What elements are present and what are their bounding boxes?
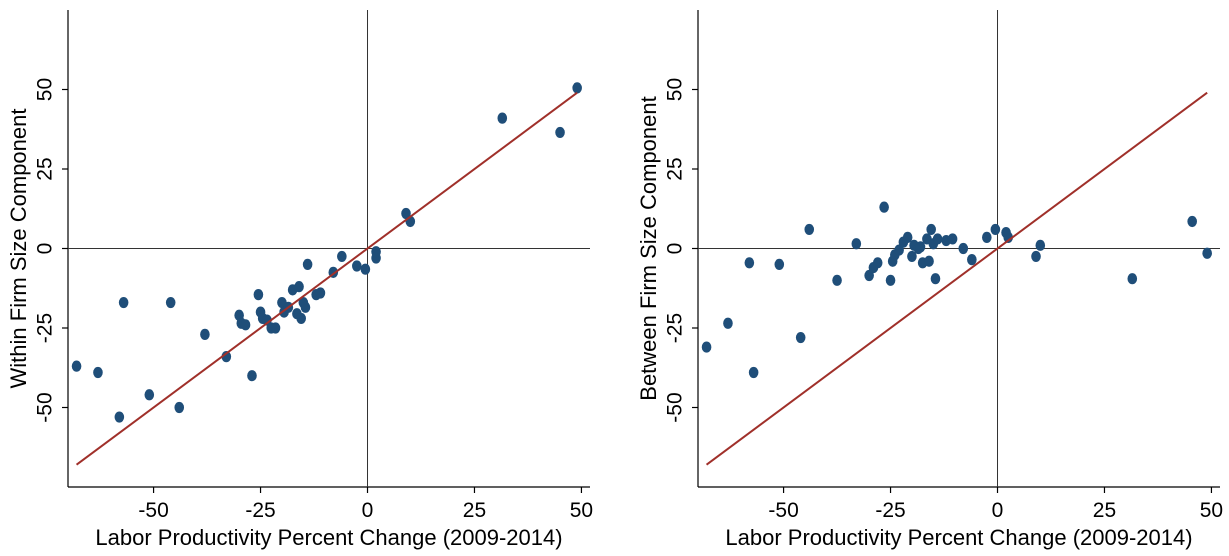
data-point — [118, 296, 129, 309]
data-point — [296, 312, 306, 325]
data-point — [701, 341, 712, 353]
y-tick-label: -50 — [664, 392, 687, 422]
data-point — [930, 273, 941, 285]
data-point — [144, 389, 155, 401]
data-point — [315, 287, 326, 299]
data-point — [572, 82, 582, 94]
data-point — [744, 257, 755, 269]
x-tick-label: 50 — [1200, 499, 1223, 522]
data-point — [723, 317, 733, 329]
data-point — [114, 411, 125, 423]
x-tick-label: 25 — [1093, 499, 1116, 522]
data-point — [832, 274, 842, 286]
x-axis-title: Labor Productivity Percent Change (2009-… — [95, 525, 562, 550]
data-point — [253, 289, 264, 301]
data-point — [907, 250, 917, 263]
data-point — [1187, 215, 1197, 228]
data-point — [1031, 250, 1041, 263]
x-tick-label: 50 — [570, 499, 593, 522]
x-tick-label: -50 — [138, 499, 168, 522]
x-axis-title: Labor Productivity Percent Change (2009-… — [725, 525, 1192, 550]
data-point — [804, 223, 815, 236]
data-point — [1003, 231, 1014, 243]
data-point — [174, 401, 185, 414]
fit-line — [705, 91, 1208, 466]
y-axis-title: Within Firm Size Component — [6, 109, 31, 389]
data-point — [270, 322, 281, 334]
data-point — [93, 366, 103, 379]
data-point — [774, 258, 785, 270]
y-tick-label: 25 — [34, 157, 57, 180]
data-point — [947, 233, 958, 245]
data-point — [300, 301, 311, 313]
panel-within-firm-size: -50 -25 0 25 50 -50 -25 0 25 50 Labor Productivity… — [6, 10, 593, 550]
data-point — [879, 201, 889, 213]
data-point — [1035, 239, 1046, 251]
data-point — [200, 328, 210, 340]
data-point — [915, 241, 926, 253]
x-tick-label: -25 — [245, 499, 275, 522]
y-tick-label: 0 — [664, 243, 687, 255]
data-point — [360, 263, 371, 275]
y-tick-label: -50 — [34, 392, 57, 422]
data-point — [990, 223, 1001, 236]
data-point — [795, 331, 806, 344]
data-point — [555, 126, 565, 139]
panel-between-firm-size: -50 -25 0 25 50 -50 -25 0 25 50 Labor Productivity… — [636, 10, 1223, 550]
data-point — [982, 231, 992, 243]
data-point — [165, 296, 176, 309]
data-point — [1202, 247, 1212, 259]
data-point — [958, 242, 969, 255]
data-point — [851, 238, 862, 250]
data-point — [337, 250, 347, 263]
data-point — [902, 231, 913, 243]
y-tick-label: 50 — [664, 78, 687, 101]
data-point — [872, 257, 883, 269]
data-point — [71, 360, 82, 372]
x-tick-label: 0 — [992, 499, 1004, 522]
data-point — [497, 112, 508, 124]
y-tick-label: 50 — [34, 78, 57, 101]
data-point — [294, 281, 304, 293]
data-point — [924, 255, 934, 267]
data-point — [371, 246, 381, 258]
data-point — [926, 223, 936, 236]
data-point — [221, 351, 232, 363]
y-axis-title: Between Firm Size Component — [636, 96, 661, 400]
data-point — [240, 319, 251, 331]
x-tick-label: 25 — [463, 499, 486, 522]
data-point — [748, 366, 759, 379]
y-tick-label: -25 — [664, 313, 687, 343]
y-tick-label: -25 — [34, 313, 57, 343]
data-point — [967, 254, 977, 266]
data-point — [932, 233, 943, 245]
y-tick-label: 25 — [664, 157, 687, 180]
data-point — [302, 258, 313, 270]
x-tick-label: -50 — [768, 499, 798, 522]
data-point — [247, 370, 257, 382]
data-point — [1127, 273, 1138, 285]
y-tick-label: 0 — [34, 243, 57, 255]
x-tick-label: 0 — [362, 499, 374, 522]
data-point — [885, 274, 896, 286]
x-tick-label: -25 — [875, 499, 905, 522]
data-point — [352, 260, 362, 272]
fit-line — [75, 91, 578, 466]
